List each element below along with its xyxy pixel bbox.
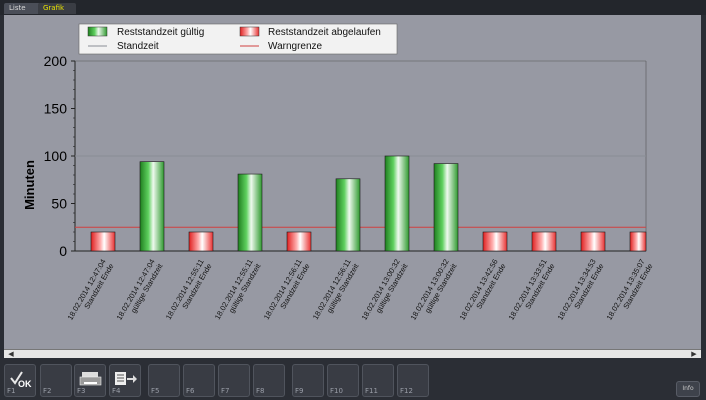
fkey-label: F3 [77,387,86,395]
y-axis-label: Minuten [22,160,37,210]
bar-expired[interactable] [580,231,606,252]
fkey-f2[interactable]: F2 [40,364,72,397]
legend-label-standzeit: Standzeit [117,41,159,52]
scroll-right-arrow-icon[interactable]: ▶ [691,350,697,358]
fkey-label: F10 [330,387,343,395]
chart-panel: Reststandzeit gültig Reststandzeit abgel… [4,15,701,358]
legend: Reststandzeit gültig Reststandzeit abgel… [78,23,398,55]
bar-expired[interactable] [286,231,312,252]
legend-label-valid: Reststandzeit gültig [117,27,204,38]
bar-valid[interactable] [139,161,165,252]
legend-label-warn: Warngrenze [268,41,323,52]
fkey-f8[interactable]: F8 [253,364,285,397]
bar-valid[interactable] [237,173,263,252]
bar-expired[interactable] [531,231,557,252]
bar-expired[interactable] [482,231,508,252]
tab-liste[interactable]: Liste [4,3,40,14]
fkey-f4[interactable]: F4 [109,364,141,397]
fkey-f3[interactable]: F3 [74,364,106,397]
fkey-label: F7 [221,387,230,395]
fkey-label: F2 [43,387,52,395]
fkey-f7[interactable]: F7 [218,364,250,397]
y-tick-label: 200 [44,53,68,69]
fkey-label: F6 [186,387,195,395]
fkey-f6[interactable]: F6 [183,364,215,397]
plot-area: 0 50 100 150 200 18.02.2014 12:47:04Standzeit… [44,53,655,322]
bar-expired[interactable] [90,231,116,252]
fkey-f12[interactable]: F12 [397,364,429,397]
fkey-f11[interactable]: F11 [362,364,394,397]
info-button[interactable]: Info [676,381,700,397]
fkey-label: F4 [112,387,121,395]
fkey-label: F9 [295,387,304,395]
fkey-label: F11 [365,387,378,395]
fkey-label: F12 [400,387,413,395]
bar-expired[interactable] [188,231,214,252]
y-tick-label: 50 [51,196,67,212]
legend-box [78,23,398,55]
bar-expired[interactable] [629,231,647,252]
fkey-f5[interactable]: F5 [148,364,180,397]
fkey-label: F1 [7,387,16,395]
y-tick-label: 100 [44,148,68,164]
function-key-bar: OK F1 F2 F3 F4 F5 F6 F7 F8 F9 F10 F11 F12 [0,358,706,400]
bar-valid[interactable] [384,155,410,252]
y-tick-label: 0 [59,243,67,259]
legend-swatch-valid [87,26,108,37]
fkey-label: F8 [256,387,265,395]
chart-svg: Reststandzeit gültig Reststandzeit abgel… [22,23,655,322]
fkey-f9[interactable]: F9 [292,364,324,397]
fkey-f1[interactable]: OK F1 [4,364,36,397]
bar-valid[interactable] [335,178,361,252]
svg-text:OK: OK [18,379,32,388]
horizontal-scrollbar[interactable]: ◀ ▶ [4,349,701,359]
scroll-left-arrow-icon[interactable]: ◀ [8,350,14,358]
tab-bar: Liste Grafik [0,0,706,15]
tab-grafik[interactable]: Grafik [38,3,76,14]
y-tick-label: 150 [44,101,68,117]
legend-swatch-expired [239,26,260,37]
fkey-label: F5 [151,387,160,395]
bar-valid[interactable] [433,163,459,252]
legend-label-expired: Reststandzeit abgelaufen [268,27,381,38]
fkey-f10[interactable]: F10 [327,364,359,397]
